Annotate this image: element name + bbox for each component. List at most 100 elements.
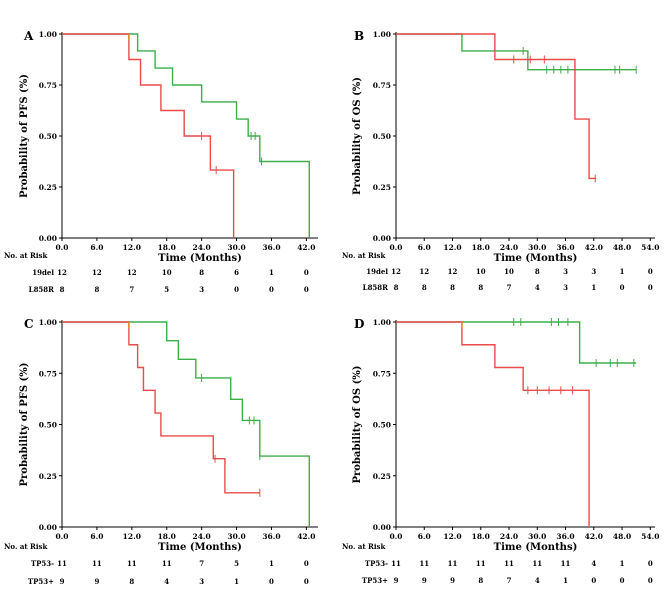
x-tick-label: 24.0 — [192, 532, 210, 541]
risk-row-label: TP53+ — [28, 577, 54, 586]
panel-b: B 0.00 0.25 0.50 0.75 1.00 0.0 6.0 12.0 18.0 24.0 3… — [342, 29, 659, 292]
risk-value: 9 — [394, 576, 399, 585]
x-tick-label: 0.0 — [389, 532, 402, 541]
y-tick-label: 0.25 — [39, 183, 57, 192]
x-tick-label: 30.0 — [528, 532, 546, 541]
panel-letter: B — [354, 29, 364, 43]
risk-value: 6 — [234, 268, 239, 277]
risk-row-label: 19del — [366, 267, 388, 276]
panel-letter: A — [23, 29, 34, 43]
risk-value: 11 — [419, 559, 429, 568]
y-tick-label: 0.50 — [373, 132, 391, 141]
risk-value: 1 — [269, 559, 274, 568]
km-curve-tp53 — [396, 321, 590, 527]
risk-value: 10 — [476, 267, 486, 276]
risk-value: 7 — [507, 576, 512, 585]
risk-value: 4 — [535, 283, 540, 292]
risk-table-title: No. at Risk — [342, 251, 385, 260]
risk-value: 10 — [504, 267, 514, 276]
y-tick-label: 0.50 — [39, 132, 57, 141]
risk-value: 0 — [620, 576, 625, 585]
risk-value: 7 — [129, 285, 134, 294]
km-curve-tp53 — [62, 321, 260, 494]
risk-table-title: No. at Risk — [342, 542, 385, 551]
risk-value: 0 — [648, 267, 653, 276]
risk-value: 0 — [620, 283, 625, 292]
x-tick-label: 24.0 — [192, 243, 210, 252]
risk-row-label: TP53- — [365, 559, 388, 568]
risk-value: 3 — [591, 267, 596, 276]
x-tick-label: 36.0 — [262, 243, 280, 252]
x-tick-label: 48.0 — [613, 243, 631, 252]
x-tick-label: 48.0 — [613, 532, 631, 541]
x-tick-label: 36.0 — [262, 532, 280, 541]
risk-value: 11 — [532, 559, 542, 568]
risk-value: 9 — [422, 576, 427, 585]
risk-value: 1 — [620, 559, 625, 568]
y-axis-label: Probability of PFS (%) — [19, 74, 30, 198]
x-tick-label: 24.0 — [500, 243, 518, 252]
x-tick-label: 30.0 — [227, 532, 245, 541]
risk-value: 8 — [478, 576, 483, 585]
x-tick-label: 42.0 — [585, 243, 603, 252]
y-axis-label: Probability of OS (%) — [352, 365, 363, 483]
risk-value: 8 — [94, 285, 99, 294]
y-tick-label: 0.25 — [373, 183, 391, 192]
km-curve-19del — [62, 33, 310, 238]
risk-value: 8 — [129, 577, 134, 586]
y-tick-label: 0.75 — [373, 369, 391, 378]
risk-value: 12 — [419, 267, 429, 276]
panel-letter: D — [354, 317, 364, 331]
x-tick-label: 36.0 — [556, 532, 574, 541]
risk-row-label: TP53- — [31, 559, 54, 568]
risk-value: 5 — [234, 559, 239, 568]
risk-value: 11 — [127, 559, 137, 568]
risk-value: 8 — [60, 285, 65, 294]
risk-value: 12 — [92, 268, 102, 277]
risk-value: 9 — [450, 576, 455, 585]
y-tick-label: 0.00 — [39, 234, 57, 243]
y-tick-label: 0.50 — [373, 421, 391, 430]
x-axis-label: Time (Months) — [158, 253, 242, 264]
x-tick-label: 0.0 — [55, 243, 68, 252]
x-tick-label: 18.0 — [158, 532, 176, 541]
y-tick-label: 0.75 — [373, 81, 391, 90]
y-tick-label: 0.00 — [373, 523, 391, 532]
risk-value: 0 — [648, 559, 653, 568]
risk-value: 3 — [563, 283, 568, 292]
risk-value: 11 — [504, 559, 514, 568]
km-curve-l858r — [396, 33, 597, 180]
x-tick-label: 42.0 — [297, 243, 315, 252]
risk-value: 11 — [448, 559, 458, 568]
risk-value: 7 — [507, 283, 512, 292]
risk-value: 12 — [448, 267, 458, 276]
km-curve-l858r — [62, 33, 235, 238]
y-tick-label: 0.75 — [39, 369, 57, 378]
risk-value: 0 — [591, 576, 596, 585]
risk-value: 0 — [648, 576, 653, 585]
x-tick-label: 30.0 — [227, 243, 245, 252]
risk-table-title: No. at Risk — [4, 251, 47, 260]
risk-value: 0 — [304, 268, 309, 277]
risk-value: 12 — [127, 268, 137, 277]
risk-value: 1 — [234, 577, 239, 586]
risk-value: 7 — [199, 559, 204, 568]
x-tick-label: 36.0 — [556, 243, 574, 252]
panel-c: C 0.00 0.25 0.50 0.75 1.00 0.0 6.0 12.0 18.0 24.0 3… — [4, 317, 318, 586]
x-axis-label: Time (Months) — [494, 542, 578, 553]
x-tick-label: 42.0 — [585, 532, 603, 541]
x-tick-label: 18.0 — [158, 243, 176, 252]
x-tick-label: 0.0 — [55, 532, 68, 541]
risk-value: 11 — [561, 559, 571, 568]
risk-row-label: TP53+ — [362, 576, 388, 585]
risk-value: 5 — [164, 285, 169, 294]
panel-d: D 0.00 0.25 0.50 0.75 1.00 0.0 6.0 12.0 18.0 24.0 3… — [342, 317, 659, 585]
x-tick-label: 54.0 — [641, 532, 659, 541]
risk-value: 8 — [535, 267, 540, 276]
x-tick-label: 6.0 — [418, 243, 431, 252]
risk-value: 0 — [648, 283, 653, 292]
risk-value: 11 — [92, 559, 102, 568]
risk-row-label: 19del — [32, 268, 54, 277]
x-tick-label: 54.0 — [641, 243, 659, 252]
